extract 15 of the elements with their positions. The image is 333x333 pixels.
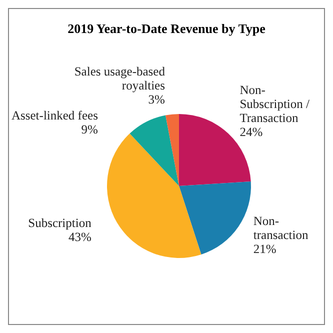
data-label: 21% bbox=[253, 242, 276, 256]
pie-slice bbox=[179, 181, 251, 254]
pie-slice bbox=[107, 134, 202, 258]
slice-label: Non-Subscription / Transaction bbox=[240, 83, 310, 126]
slice-label: Asset-linked fees bbox=[12, 108, 98, 122]
slice-label: Sales usage-based royalties bbox=[74, 64, 166, 92]
pie-slice bbox=[130, 115, 179, 186]
data-label: 43% bbox=[68, 230, 92, 244]
chart-title: 2019 Year-to-Date Revenue by Type bbox=[68, 21, 266, 36]
data-label: 24% bbox=[240, 125, 263, 140]
slice-label: Non-transaction bbox=[253, 214, 309, 242]
data-label: 9% bbox=[81, 122, 98, 136]
data-label: 3% bbox=[148, 92, 165, 106]
slice-label: Subscription bbox=[28, 216, 92, 230]
pie-slice bbox=[166, 114, 179, 186]
